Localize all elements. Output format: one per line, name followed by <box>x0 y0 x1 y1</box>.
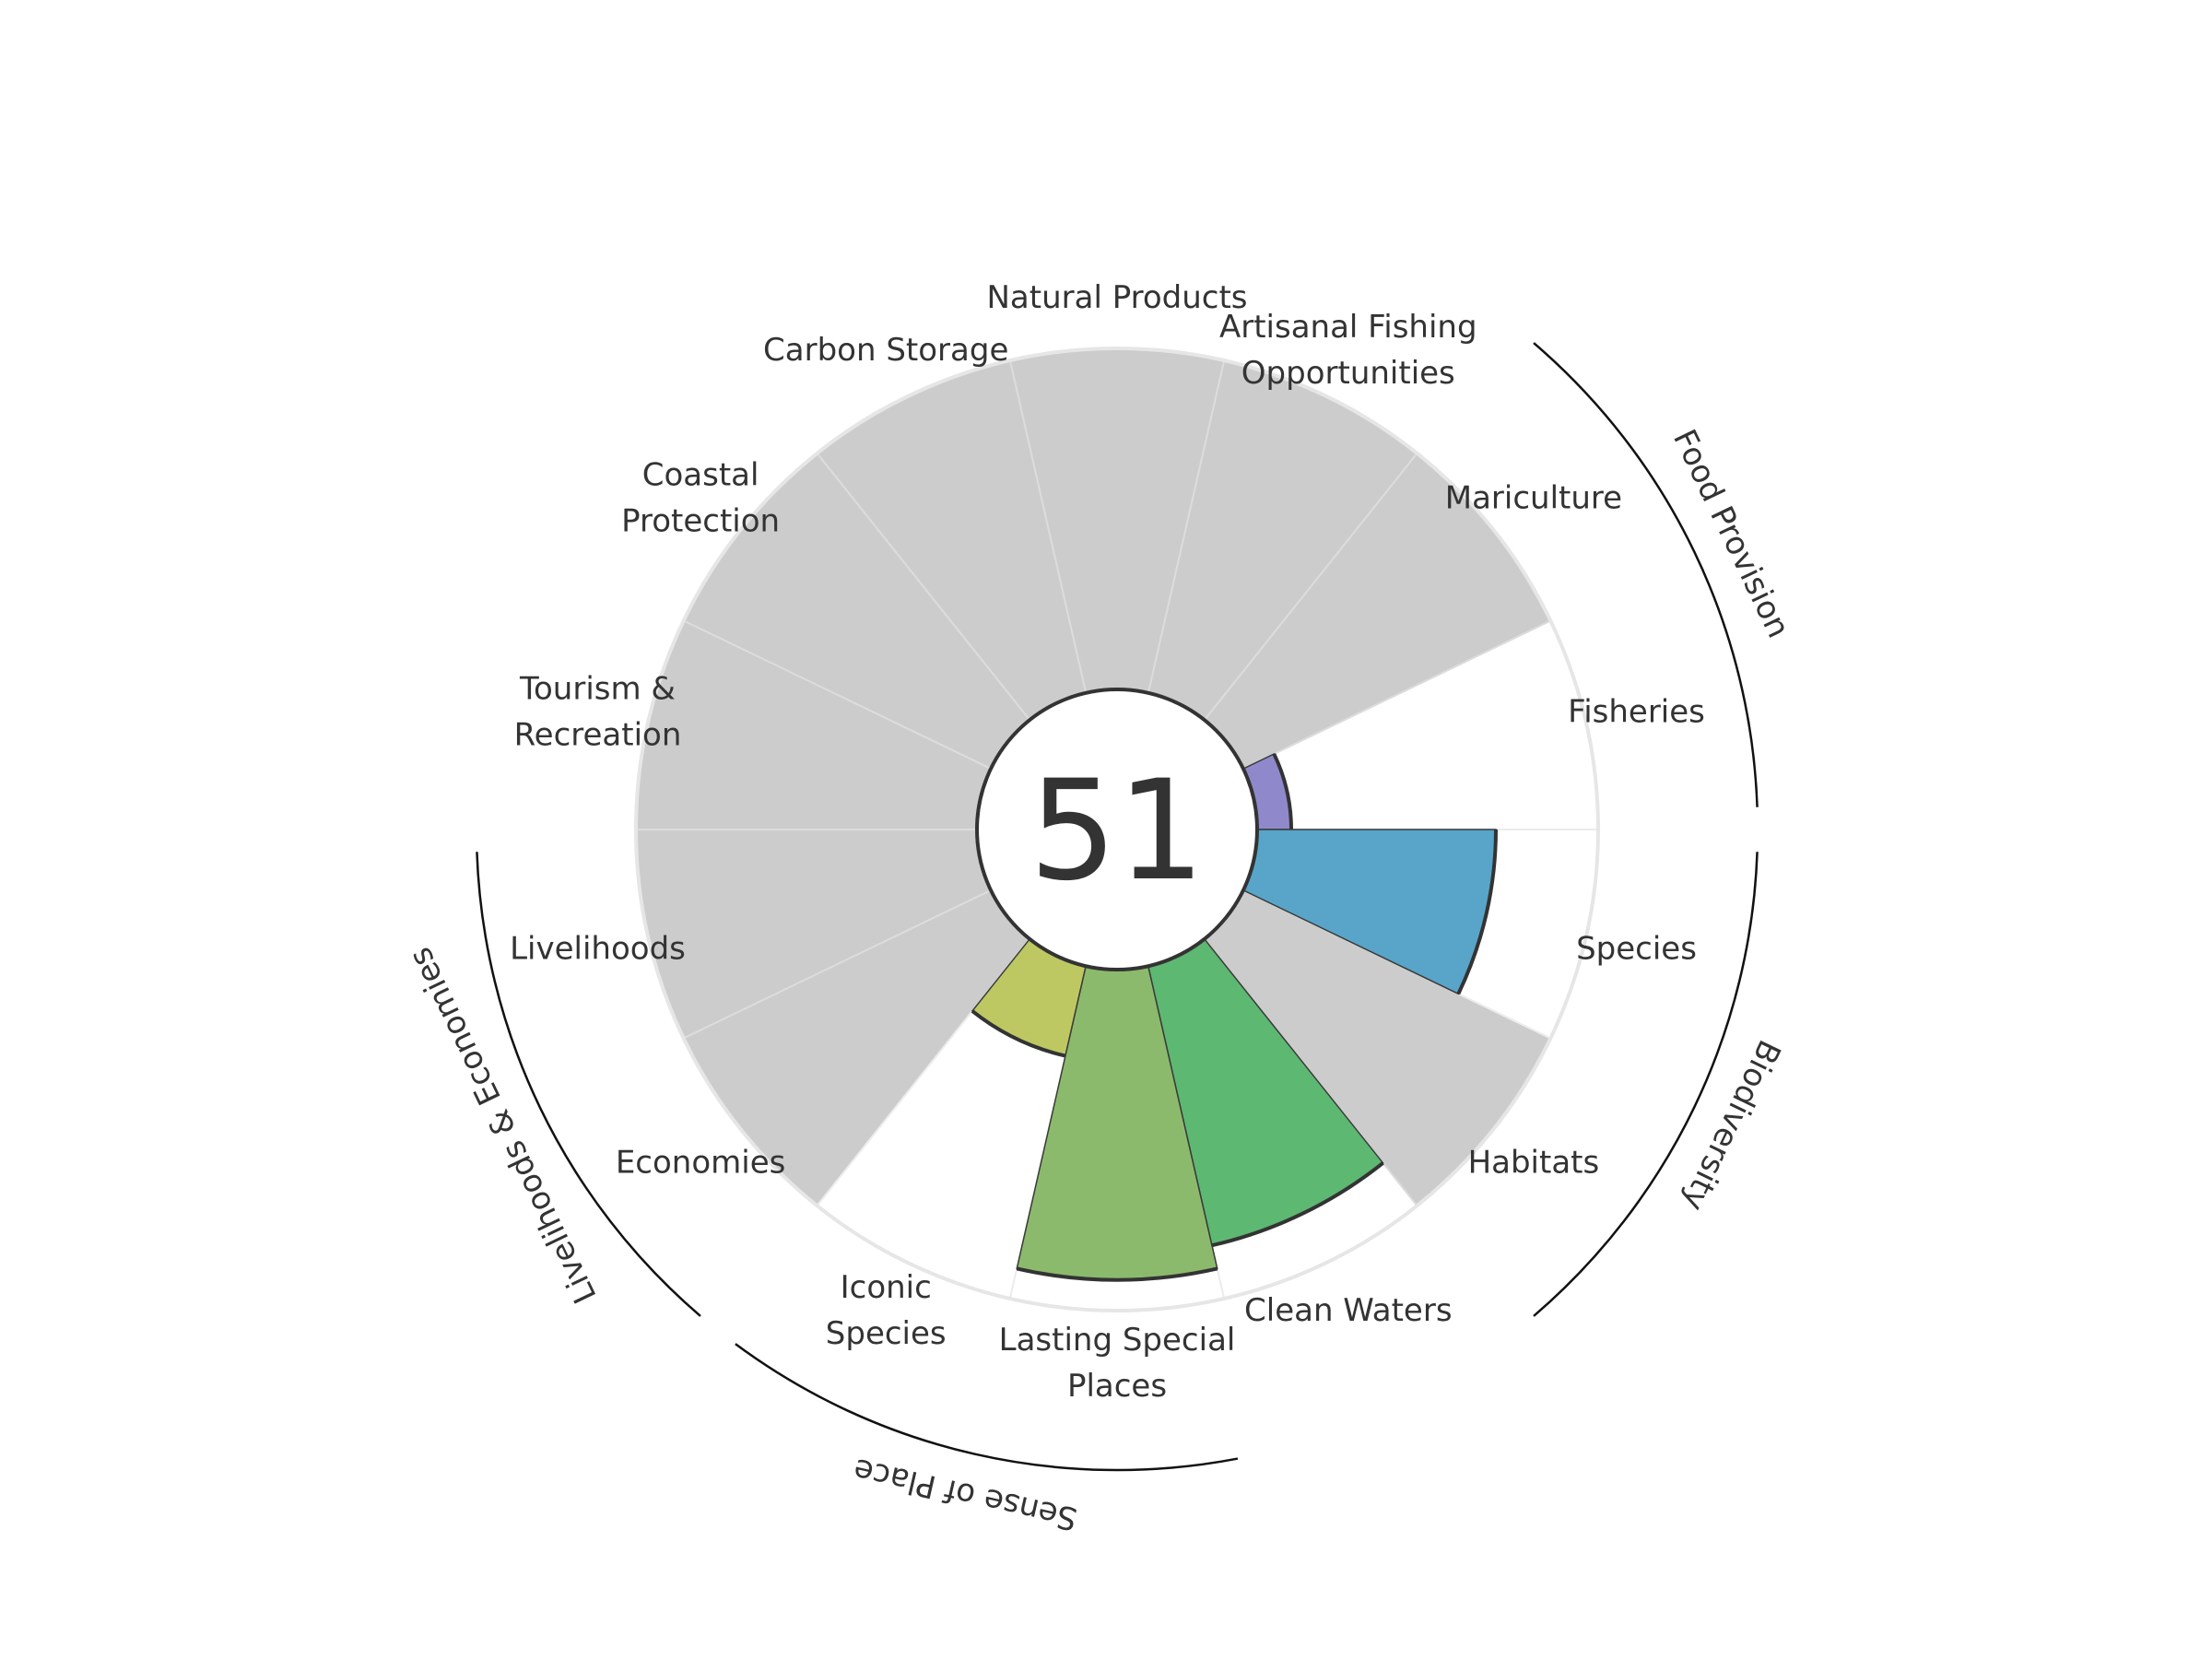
group-arc-sense-of-place <box>735 1343 1239 1472</box>
goal-label-line: Coastal <box>642 457 759 494</box>
group-label-biodiversity: Biodiversity <box>1675 1034 1788 1217</box>
group-label-sense-of-place: Sense of Place <box>850 1451 1080 1537</box>
petal-bar-edge-lasting-special-places <box>1016 1266 1218 1282</box>
goal-labels: Fisheries Mariculture Artisanal Fishing Opp… <box>510 279 1705 1405</box>
group-arc-food-provision <box>1533 342 1759 807</box>
center-circle-group: 51 <box>975 688 1259 971</box>
goal-label-line: Protection <box>621 503 780 540</box>
goal-label-mariculture: Mariculture <box>1445 480 1622 517</box>
group-arc-biodiversity <box>1533 852 1759 1317</box>
goal-label-coastal-protection: Coastal Protection <box>621 457 780 540</box>
goal-label-line: Carbon Storage <box>763 332 1008 369</box>
goal-label-line: Places <box>1067 1368 1167 1405</box>
goal-label-line: Tourism & <box>519 670 676 707</box>
goal-label-line: Natural Products <box>986 279 1247 316</box>
overall-score: 51 <box>1030 751 1206 912</box>
goal-label-tourism-and-recreation: Tourism & Recreation <box>514 670 682 753</box>
goal-label-economies: Economies <box>616 1144 786 1181</box>
center-circle <box>975 688 1259 971</box>
goal-label-species: Species <box>1576 931 1697 968</box>
group-arc-livelihoods-and-economies <box>476 852 701 1317</box>
goal-label-fisheries: Fisheries <box>1568 693 1705 730</box>
goal-label-line: Lasting Special <box>999 1322 1236 1359</box>
goal-label-natural-products: Natural Products <box>986 279 1247 316</box>
goal-label-clean-waters: Clean Waters <box>1244 1292 1453 1329</box>
petal-bar-edge-iconic-species <box>971 1009 1066 1058</box>
goal-label-line: Clean Waters <box>1244 1292 1453 1329</box>
petal-bar-edge-clean-waters <box>1211 1161 1384 1248</box>
outer-ring-circle <box>634 347 1600 1312</box>
goal-label-line: Iconic <box>841 1269 932 1306</box>
goal-label-line: Species <box>826 1315 947 1352</box>
group-label-livelihoods-and-economies: Livelihoods & Economies <box>402 941 605 1309</box>
goal-label-line: Mariculture <box>1445 480 1622 517</box>
goal-label-lasting-special-places: Lasting Special Places <box>999 1322 1236 1405</box>
goal-label-line: Opportunities <box>1241 355 1455 392</box>
goal-label-line: Livelihoods <box>510 931 686 968</box>
goal-label-line: Habitats <box>1468 1144 1600 1181</box>
goal-label-line: Economies <box>616 1144 786 1181</box>
goal-label-iconic-species: Iconic Species <box>826 1269 947 1352</box>
goal-label-line: Fisheries <box>1568 693 1705 730</box>
goal-label-line: Species <box>1576 931 1697 968</box>
goal-label-line: Artisanal Fishing <box>1219 309 1477 346</box>
goal-label-livelihoods: Livelihoods <box>510 931 686 968</box>
petal-bars <box>971 752 1498 1282</box>
petal-bar-edge-fisheries <box>1272 753 1293 830</box>
goal-label-carbon-storage: Carbon Storage <box>763 332 1008 369</box>
outer-ring <box>634 347 1600 1312</box>
goal-label-habitats: Habitats <box>1468 1144 1600 1181</box>
goal-label-artisanal-fishing-opportunities: Artisanal Fishing Opportunities <box>1219 309 1477 392</box>
petal-bar-edge-species <box>1456 829 1498 995</box>
goal-label-line: Recreation <box>514 716 682 753</box>
